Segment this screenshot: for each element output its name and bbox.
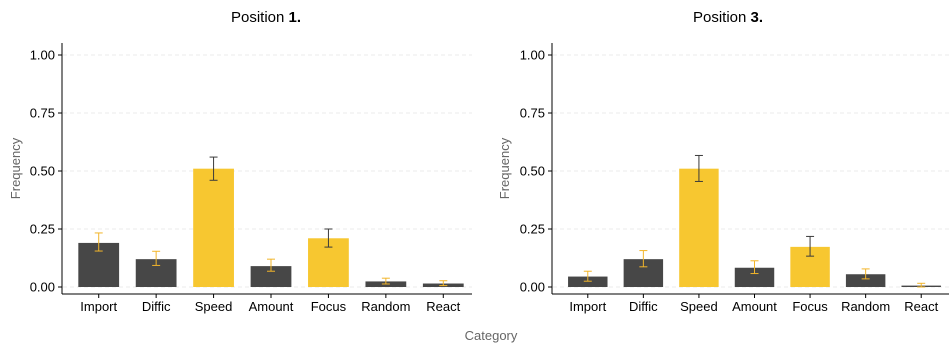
bar-random — [845, 274, 886, 287]
y-tick-label: 0.00 — [30, 280, 55, 295]
y-tick-label: 0.25 — [30, 222, 55, 237]
x-tick-label: Import — [80, 299, 117, 314]
bar-speed — [193, 168, 234, 287]
x-tick-label: Amount — [732, 299, 777, 314]
y-axis-title: Frequency — [8, 137, 23, 199]
x-tick-label: Diffic — [142, 299, 171, 314]
title-prefix: Position — [231, 9, 289, 26]
y-tick-label: 0.00 — [520, 280, 545, 295]
x-tick-label: Amount — [249, 299, 294, 314]
y-tick-label: 1.00 — [30, 48, 55, 63]
x-tick-label: Focus — [311, 299, 347, 314]
y-tick-label: 0.75 — [520, 106, 545, 121]
x-tick-label: Speed — [195, 299, 233, 314]
bar-import — [568, 276, 608, 287]
y-tick-label: 0.75 — [30, 106, 55, 121]
x-tick-label: Random — [841, 299, 890, 314]
bar-speed — [679, 168, 719, 287]
x-tick-label: Import — [569, 299, 606, 314]
y-tick-label: 0.50 — [520, 164, 545, 179]
title-number: 3. — [751, 9, 764, 26]
x-tick-label: Focus — [792, 299, 828, 314]
x-tick-label: Random — [361, 299, 410, 314]
x-tick-label: React — [426, 299, 460, 314]
bar-amount — [734, 267, 775, 287]
y-tick-label: 0.25 — [520, 222, 545, 237]
y-axis-title: Frequency — [497, 137, 512, 199]
title-number: 1. — [289, 9, 302, 26]
y-tick-label: 0.50 — [30, 164, 55, 179]
chart-title: Position 1. — [231, 9, 301, 26]
chart-title: Position 3. — [693, 9, 763, 26]
x-tick-label: Speed — [680, 299, 718, 314]
x-axis-title: Category — [465, 328, 518, 343]
y-tick-label: 1.00 — [520, 48, 545, 63]
chart-panel-position-3: Position 3. 0.00 0.25 0.50 0.75 1.00 Frequency… — [497, 9, 949, 314]
title-prefix: Position — [693, 9, 751, 26]
chart-panel-position-1: Position 1. 0.00 0.25 0.50 0.75 1.00 Frequency… — [8, 9, 472, 314]
bar-amount — [250, 266, 292, 287]
x-tick-label: React — [904, 299, 938, 314]
x-tick-label: Diffic — [629, 299, 658, 314]
